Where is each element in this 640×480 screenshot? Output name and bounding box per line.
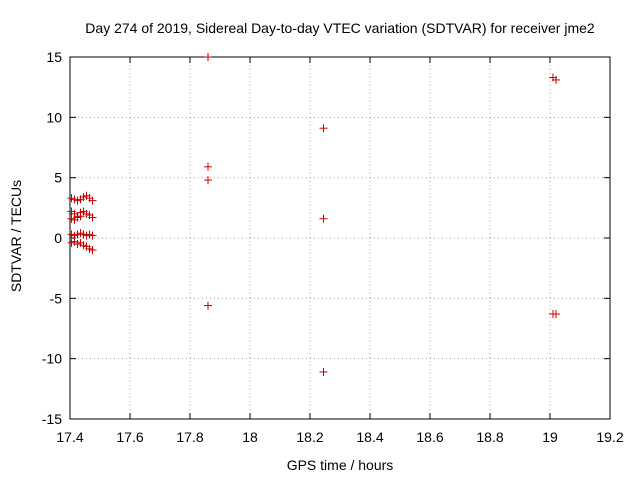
y-tick-labels: 15 10 5 0 -5 -10 -15 <box>42 49 62 427</box>
y-tick-label: -15 <box>42 411 62 427</box>
data-point <box>204 162 212 171</box>
x-tick-label: 19 <box>542 429 558 445</box>
x-tick-label: 18.8 <box>476 429 503 445</box>
x-tick-label: 17.6 <box>116 429 143 445</box>
data-point <box>319 124 328 133</box>
chart-title: Day 274 of 2019, Sidereal Day-to-day VTE… <box>85 20 595 36</box>
x-tick-label: 19.2 <box>596 429 623 445</box>
x-axis-label: GPS time / hours <box>286 457 394 473</box>
data-point <box>204 53 212 61</box>
x-tick-label: 18.4 <box>356 429 383 445</box>
x-tick-label: 17.8 <box>176 429 203 445</box>
tick-marks <box>69 56 611 420</box>
data-points <box>67 53 560 376</box>
y-tick-label: -10 <box>42 351 62 367</box>
y-axis-label: SDTVAR / TECUs <box>8 179 24 293</box>
y-tick-label: 5 <box>54 170 62 186</box>
data-point <box>552 310 560 319</box>
data-point <box>88 246 97 255</box>
grid <box>70 57 610 419</box>
data-point <box>552 75 560 84</box>
y-tick-label: -5 <box>50 290 63 306</box>
x-tick-label: 17.4 <box>56 429 83 445</box>
x-tick-label: 18 <box>242 429 258 445</box>
data-point <box>319 214 328 223</box>
data-point <box>204 176 212 185</box>
data-point <box>204 301 212 310</box>
y-tick-label: 10 <box>46 109 62 125</box>
data-point <box>319 367 328 376</box>
data-point <box>88 231 97 240</box>
data-point <box>88 213 97 222</box>
x-tick-label: 18.2 <box>296 429 323 445</box>
x-tick-labels: 17.4 17.6 17.8 18 18.2 18.4 18.6 18.8 19 19.2 <box>56 429 623 445</box>
data-point <box>76 212 85 221</box>
data-point <box>88 196 97 205</box>
y-tick-label: 0 <box>54 230 62 246</box>
y-tick-label: 15 <box>46 49 62 65</box>
x-tick-label: 18.6 <box>416 429 443 445</box>
